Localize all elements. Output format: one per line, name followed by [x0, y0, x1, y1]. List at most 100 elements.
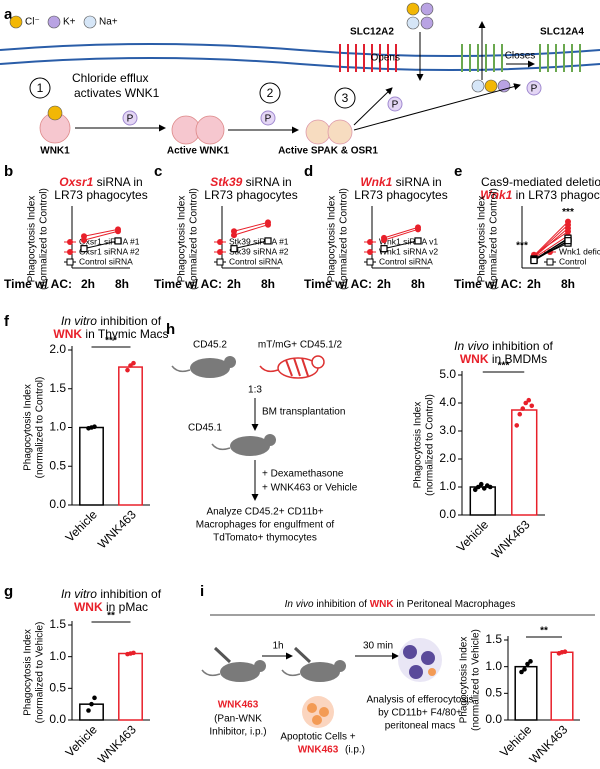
recipient: CD45.1 [188, 423, 222, 434]
text-segment: LR73 phagocytes [54, 188, 147, 202]
phospho: P [531, 84, 538, 95]
x-tick-label: 8h [115, 277, 129, 291]
data-point [523, 400, 529, 406]
legend-marker [217, 239, 223, 245]
panel-letter: f [4, 313, 10, 330]
text-segment: LR73 phagocytes [354, 188, 447, 202]
panel-h-diagram: h CD45.2 mT/mG+ CD45.1/2 1:3 BM transpla… [166, 321, 358, 544]
legend-marker [67, 249, 73, 255]
point [565, 228, 571, 235]
donor-label: mT/mG+ CD45.1/2 [258, 340, 343, 351]
text-segment: inhibition of [314, 599, 370, 610]
panel-letter: b [4, 163, 13, 180]
injection: (i.p.) [345, 745, 365, 756]
line [383, 240, 419, 250]
y-axis-label: Phagocytosis Index [459, 637, 470, 724]
chart-title: Stk39 siRNA in [210, 175, 291, 189]
line [533, 221, 569, 256]
point [81, 237, 87, 244]
y-tick-label: 0.5 [49, 681, 66, 695]
significance: ** [107, 611, 115, 622]
text-segment: siRNA in [392, 175, 441, 189]
point [380, 245, 388, 253]
significance: *** [498, 361, 510, 372]
y-axis-label: Phagocytosis Index [413, 402, 424, 489]
y-tick-label: 5.0 [439, 367, 456, 381]
data-point [86, 708, 91, 713]
y-tick-label: 1.0 [49, 420, 66, 434]
line [533, 237, 569, 261]
text-segment: In vivo [285, 599, 314, 610]
x-tick-label: 2h [227, 277, 241, 291]
significance: *** [105, 336, 117, 347]
y-axis-label: (normalized to Control) [339, 188, 350, 290]
y-tick-label: 1.5 [49, 381, 66, 395]
legend-marker [67, 239, 73, 245]
legend-label: Stk39 siRNA #2 [229, 246, 289, 256]
point [114, 237, 122, 245]
text-segment: in LR73 phagocytes [512, 188, 600, 202]
y-tick-label: 1.0 [49, 649, 66, 663]
legend-label: Oxsr1 siRNA #2 [79, 246, 140, 256]
bar [118, 366, 143, 506]
y-tick-label: 0.5 [49, 458, 66, 472]
line [233, 221, 269, 232]
analysis: peritoneal macs [385, 721, 456, 732]
text-segment: Oxsr1 [59, 175, 93, 189]
bar [118, 652, 143, 721]
text-segment: in Thymic Macs [82, 327, 168, 341]
chart-title: WNK in Thymic Macs [53, 327, 168, 341]
step-number: 1 [37, 81, 44, 95]
x-axis-label: Time w/ AC: [154, 277, 222, 291]
y-axis-label: Phagocytosis Index [23, 629, 34, 716]
legend-marker [216, 258, 224, 266]
line [83, 240, 119, 250]
analysis: Analysis of efferocytosis [366, 695, 473, 706]
y-axis-label: Phagocytosis Index [27, 196, 38, 283]
text-segment: Wnk1 [480, 188, 512, 202]
y-axis-label: (normalized to Control) [39, 188, 50, 290]
chart-title: In vitro inhibition of [61, 587, 162, 601]
y-axis-label: Phagocytosis Index [327, 196, 338, 283]
y-tick-label: 1.5 [49, 617, 66, 631]
ratio: 1:3 [248, 385, 262, 396]
x-tick-label: WNK463 [95, 722, 139, 766]
y-tick-label: 3.0 [439, 423, 456, 437]
y-axis-label: (normalized to Vehicle) [35, 622, 46, 724]
x-tick-label: Vehicle [454, 517, 491, 554]
chart-title: LR73 phagocytes [54, 188, 147, 202]
chart-title: WNK in BMDMs [460, 352, 547, 366]
line [83, 230, 119, 241]
injection: WNK463 [298, 745, 339, 756]
y-tick-label: 0.0 [439, 507, 456, 521]
drug-note: Inhibitor, i.p.) [209, 727, 266, 738]
analysis: Analyze CD45.2+ CD11b+ [206, 507, 323, 518]
data-point [529, 403, 535, 409]
legend-label: Control [559, 256, 587, 266]
legend-marker [66, 258, 74, 266]
data-point [92, 695, 97, 701]
chart-title: Oxsr1 siRNA in [59, 175, 142, 189]
chart-title: Wnk1 siRNA in [360, 175, 441, 189]
y-tick-label: 0.0 [485, 712, 502, 726]
y-axis-label: Phagocytosis Index [477, 196, 488, 283]
data-point [522, 667, 527, 672]
legend-label: Stk39 siRNA #1 [229, 236, 289, 246]
injection: Apoptotic Cells + [280, 732, 355, 743]
data-point [125, 367, 130, 373]
state-label: WNK1 [40, 146, 70, 157]
chart-title: WNK in pMac [74, 600, 148, 614]
line [533, 235, 569, 259]
text-segment: Stk39 [210, 175, 242, 189]
ion-label: Cl⁻ [25, 17, 40, 28]
ion-label: K+ [63, 17, 76, 28]
text-segment: inhibition of [97, 587, 162, 601]
data-point [481, 486, 487, 491]
point [80, 245, 88, 253]
text-segment: WNK [74, 600, 103, 614]
text-segment: In vitro [61, 587, 97, 601]
analysis: by CD11b+ F4/80+ [378, 708, 462, 719]
bar [79, 426, 104, 506]
phospho: P [265, 114, 272, 125]
